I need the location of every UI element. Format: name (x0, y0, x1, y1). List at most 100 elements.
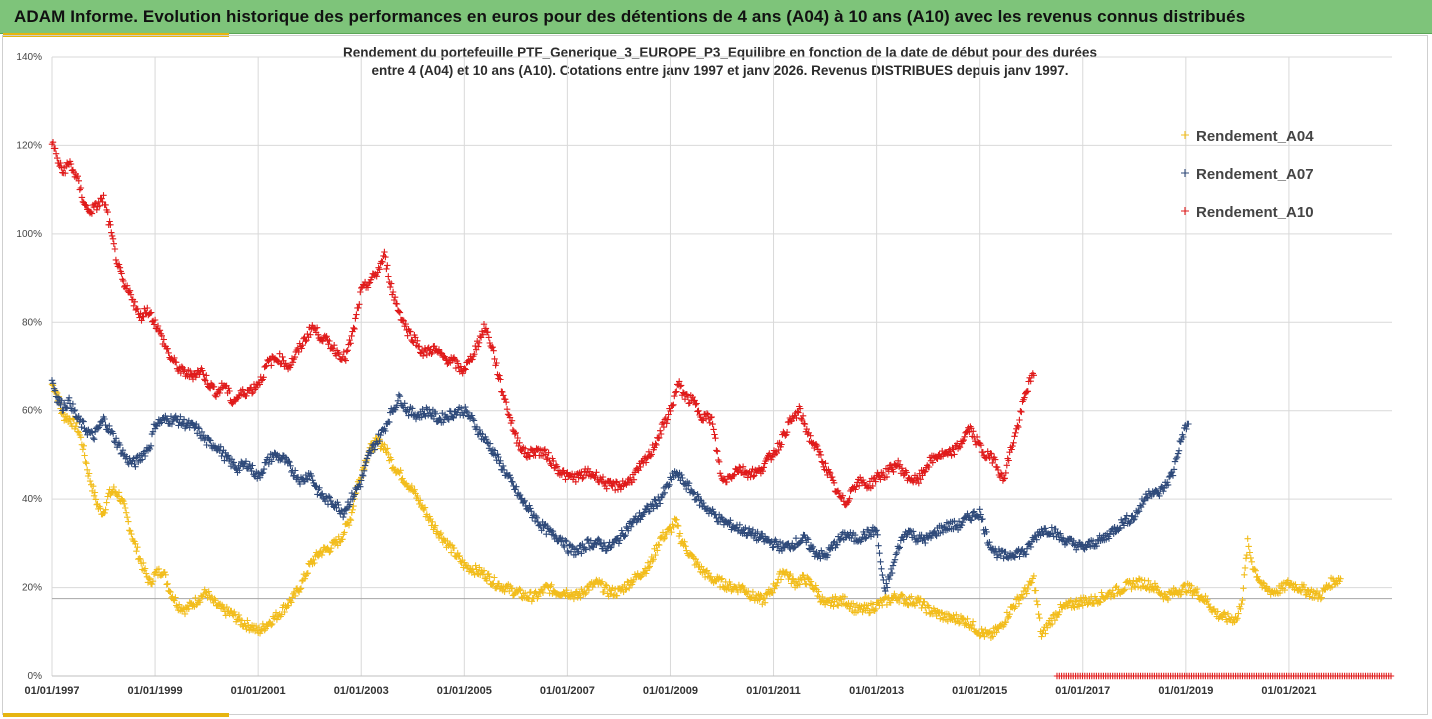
data-point (1098, 589, 1105, 596)
data-point (983, 528, 990, 536)
data-point (789, 540, 796, 547)
data-point (144, 304, 151, 312)
data-point (1038, 526, 1045, 533)
data-point (1254, 573, 1261, 580)
data-point (49, 380, 57, 387)
data-point (1318, 594, 1325, 601)
data-point (89, 429, 96, 436)
data-point (883, 473, 891, 481)
data-point (1016, 553, 1023, 560)
data-point (141, 305, 148, 312)
data-point (116, 441, 124, 449)
data-point (1200, 597, 1207, 604)
x-tick-label: 01/01/2011 (746, 685, 800, 697)
data-point (848, 534, 855, 542)
data-point (192, 594, 199, 602)
data-point (1057, 530, 1064, 537)
data-point (921, 468, 928, 476)
data-point (891, 590, 898, 597)
data-point (1121, 586, 1129, 593)
data-point (1033, 597, 1040, 605)
data-point (239, 386, 246, 393)
data-point (484, 328, 491, 336)
data-point (462, 403, 469, 411)
data-point (1177, 438, 1184, 445)
data-point (745, 588, 752, 595)
data-point (1245, 543, 1252, 550)
data-point (598, 578, 606, 585)
data-point (787, 545, 794, 553)
data-point (746, 525, 753, 532)
data-point (303, 570, 310, 577)
data-point (1049, 530, 1056, 537)
data-point (648, 451, 655, 458)
data-point (102, 421, 109, 429)
data-point (391, 294, 399, 301)
data-point (727, 581, 734, 588)
data-point (126, 287, 134, 294)
data-point (1156, 492, 1163, 500)
data-point (914, 538, 921, 545)
data-point (1317, 595, 1324, 603)
data-point (830, 603, 837, 610)
data-point (138, 317, 145, 324)
data-point (350, 502, 357, 510)
data-point (757, 534, 764, 541)
data-point (347, 340, 354, 347)
data-point (869, 482, 876, 490)
data-point (75, 177, 82, 184)
data-point (96, 422, 103, 429)
data-point (977, 442, 985, 449)
data-point (803, 425, 810, 433)
data-point (457, 363, 464, 370)
data-point (298, 345, 305, 352)
legend-marker (1181, 131, 1189, 139)
data-point (710, 426, 717, 433)
data-point (1089, 537, 1097, 545)
data-point (1027, 378, 1034, 385)
data-point (682, 543, 689, 550)
data-point (511, 590, 519, 597)
data-point (72, 423, 79, 430)
data-point (296, 480, 304, 488)
data-point (524, 449, 532, 456)
data-point (900, 536, 907, 543)
data-point (1002, 469, 1009, 477)
data-point (824, 551, 832, 559)
data-point (160, 336, 167, 343)
data-point (1072, 598, 1079, 605)
data-point (327, 497, 334, 505)
data-point (837, 535, 845, 542)
data-point (801, 420, 809, 428)
data-point (675, 522, 682, 530)
data-point (673, 516, 680, 523)
data-point (565, 549, 572, 557)
data-point (959, 519, 966, 526)
data-point (1164, 596, 1172, 604)
data-point (63, 404, 71, 411)
data-point (295, 348, 302, 356)
data-point (1028, 579, 1035, 586)
data-point (661, 534, 668, 542)
data-point (382, 253, 389, 261)
data-point (718, 575, 726, 582)
data-point (1154, 489, 1161, 496)
data-point (1281, 586, 1288, 594)
data-point (325, 341, 332, 348)
data-point (342, 357, 349, 364)
data-point (432, 522, 439, 529)
data-point (727, 517, 734, 524)
data-point (520, 498, 527, 506)
data-point (48, 377, 56, 384)
data-point (486, 573, 493, 580)
data-point (1105, 589, 1113, 597)
data-point (828, 599, 835, 606)
data-point (890, 468, 897, 475)
data-point (882, 587, 889, 595)
data-point (1248, 558, 1255, 565)
data-point (104, 493, 111, 500)
data-point (695, 407, 702, 414)
data-point (162, 571, 169, 578)
data-point (333, 539, 341, 546)
data-point (1117, 524, 1124, 531)
